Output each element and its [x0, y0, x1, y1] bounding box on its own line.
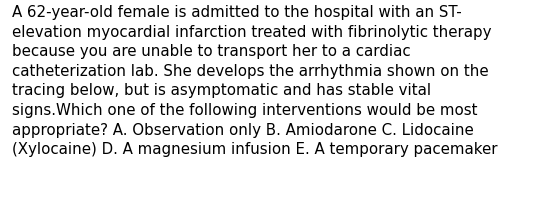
Text: A 62-year-old female is admitted to the hospital with an ST-
elevation myocardia: A 62-year-old female is admitted to the …	[12, 5, 498, 157]
